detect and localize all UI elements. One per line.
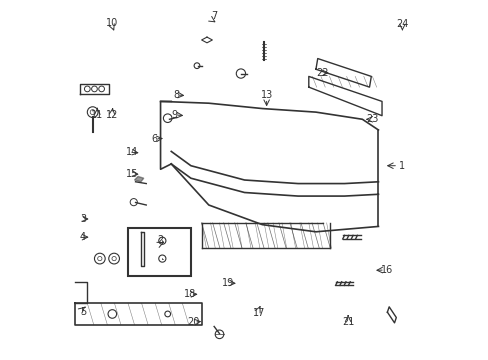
Text: 17: 17	[252, 308, 264, 318]
Polygon shape	[134, 176, 143, 182]
Text: 20: 20	[187, 317, 200, 327]
Text: 8: 8	[173, 90, 179, 100]
Text: 2: 2	[157, 235, 163, 245]
Text: 3: 3	[80, 213, 86, 224]
Text: 6: 6	[151, 134, 157, 144]
Text: 9: 9	[171, 110, 178, 120]
Text: 7: 7	[211, 12, 217, 21]
Text: 24: 24	[395, 18, 408, 28]
Text: 12: 12	[106, 110, 118, 120]
Text: 5: 5	[80, 307, 86, 317]
Text: 14: 14	[125, 147, 138, 157]
Text: 15: 15	[125, 168, 138, 179]
Text: 19: 19	[222, 278, 234, 288]
Text: 13: 13	[260, 90, 272, 100]
Text: 10: 10	[106, 18, 118, 28]
Text: 18: 18	[183, 289, 196, 299]
Text: 1: 1	[398, 161, 404, 171]
Text: 21: 21	[341, 317, 354, 327]
Text: 23: 23	[366, 114, 378, 124]
Text: 16: 16	[380, 265, 392, 275]
Text: 4: 4	[80, 232, 86, 242]
Bar	[128, 228, 190, 276]
Text: 22: 22	[315, 68, 328, 78]
Text: 11: 11	[91, 110, 103, 120]
